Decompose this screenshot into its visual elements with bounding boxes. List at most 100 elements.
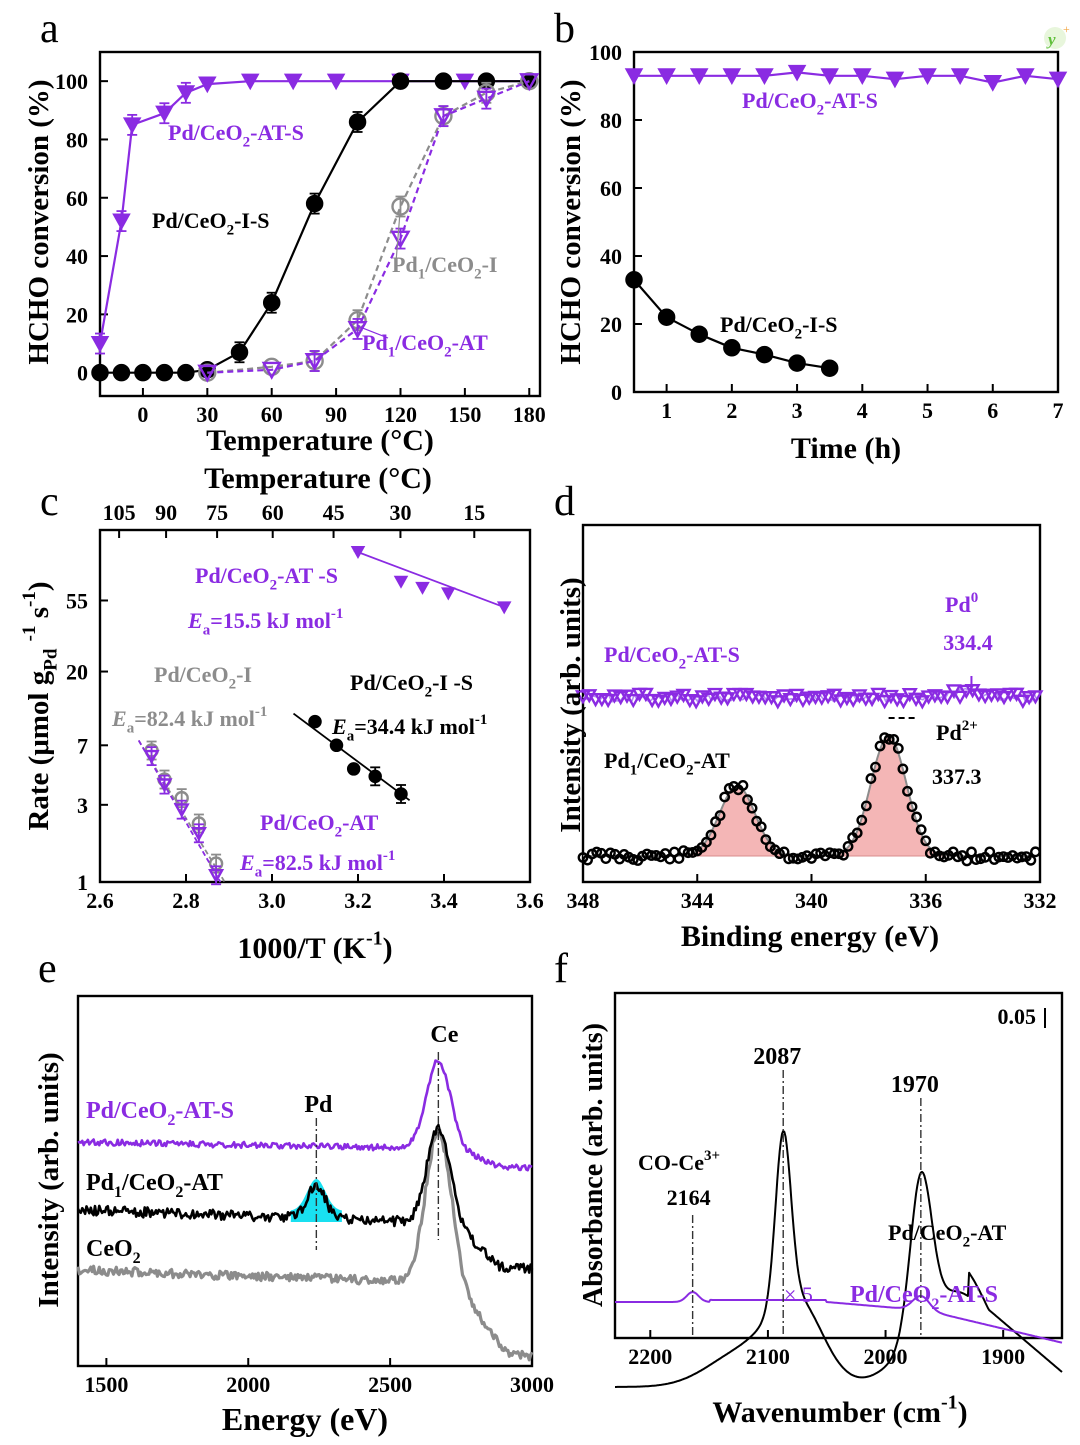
panel-b-data-point (723, 339, 741, 357)
panel-c-y-tick-label: 7 (77, 733, 88, 758)
panel-b-data-point (788, 354, 806, 372)
panel-d-data-point (627, 854, 639, 865)
panel-d-at-s-point (650, 694, 667, 709)
panel-d-peak-value: 334.4 (943, 630, 993, 655)
panel-f-scale-label: 0.05 (998, 1004, 1037, 1029)
panel-d-at-s-point (719, 692, 736, 707)
panel-d-data-point (952, 851, 964, 863)
panel-a-data-point (177, 363, 195, 382)
panel-b-legend-label: Pd/CeO2-AT-S (742, 88, 878, 119)
panel-a-data-point (262, 357, 281, 377)
panel-b-data-point (983, 75, 1003, 92)
panel-d-data-point (888, 733, 900, 745)
panel-f-x-axis-label: Wavenumber (cm-1) (712, 1392, 967, 1430)
panel-e-letter: e (38, 946, 57, 992)
panel-c-y-axis-label: Rate (μmol gPd -1 s-1) (19, 581, 62, 830)
panel-a-data-point (304, 353, 325, 372)
panel-a-legend-label: Pd/CeO2-I-S (152, 208, 270, 239)
panel-a-data-point (240, 73, 260, 91)
panel-e-y-axis-label: Intensity (arb. units) (33, 1052, 65, 1307)
panel-b-data-point (624, 68, 644, 85)
panel-c-top-tick-label: 105 (103, 500, 136, 525)
panel-d-letter: d (554, 479, 575, 525)
panel-c-top-tick-label: 30 (389, 500, 411, 525)
panel-d-peak-label: Pd2+ (936, 718, 978, 745)
panel-d-x-tick-label: 344 (681, 888, 714, 913)
panel-d-data-point (883, 733, 895, 745)
panel-b-data-point (918, 68, 937, 85)
panel-b-data-point (722, 68, 742, 85)
panel-c-series-label: Pd/CeO2-I -S (350, 670, 473, 701)
panel-b-data-point (950, 68, 970, 85)
panel-d-at-s-point (769, 695, 786, 710)
panel-d-at-s-point (914, 695, 931, 710)
panel-c-data-point (415, 581, 430, 595)
panel-c-activation-energy: Ea=82.5 kJ mol-1 (239, 848, 395, 881)
panel-a-data-point (391, 72, 410, 90)
panel-a-data-point (283, 73, 303, 91)
panel-c-top-tick-label: 90 (155, 500, 177, 525)
panel-b-y-tick-label: 0 (611, 380, 622, 405)
panel-c-y-tick-label: 55 (66, 588, 88, 613)
panel-d-at-s-point (870, 687, 887, 703)
panel-c-data-point (350, 545, 366, 560)
panel-d-data-point (1030, 846, 1041, 858)
panel-d-at-s-point (706, 687, 723, 703)
svg-text:+: + (1063, 22, 1070, 36)
panel-d-at-s-point (845, 693, 862, 708)
panel-b-y-tick-label: 60 (600, 176, 622, 201)
panel-e-peak-label: Pd (304, 1092, 333, 1118)
panel-d-at-s-point (895, 694, 912, 710)
panel-f-peak-value: 2087 (753, 1044, 801, 1070)
panel-e-series-label: CeO2 (86, 1236, 141, 1267)
panel-b-data-point (657, 308, 676, 326)
panel-a-y-tick-label: 0 (77, 361, 88, 386)
panel-c-series-label: Pd/CeO2-AT -S (195, 563, 338, 594)
panel-a-data-point (434, 72, 453, 90)
panel-d-x-tick-label: 340 (795, 888, 828, 913)
panel-d-data-point (760, 834, 772, 845)
panel-d-data-point (742, 794, 753, 806)
panel-b-data-point (820, 359, 839, 377)
panel-c-data-point (441, 587, 456, 601)
panel-d-at-s-point (864, 692, 881, 708)
panel-f-x-tick-label: 2200 (628, 1344, 672, 1369)
panel-a-y-tick-label: 40 (66, 244, 88, 269)
panel-a-legend-label: Pd1/CeO2-I (392, 252, 497, 283)
panel-a-data-point (134, 363, 152, 382)
panel-a-y-tick-label: 100 (55, 69, 88, 94)
panel-b-legend-label: Pd/CeO2-I-S (720, 312, 838, 343)
panel-d-data-point (1016, 851, 1028, 863)
panel-c-data-point (173, 803, 190, 818)
panel-d-at-s-point (776, 689, 793, 704)
panel-c-activation-energy: Ea=82.4 kJ mol-1 (111, 704, 267, 737)
panel-d-at-s-point (688, 695, 705, 710)
panel-d-fit-peak-1 (668, 785, 806, 857)
panel-d-at-s-point (876, 694, 893, 710)
panel-d-data-point (870, 761, 881, 773)
panel-d-data-point (1025, 854, 1037, 866)
panel-e-x-tick-label: 1500 (84, 1372, 128, 1397)
panel-c-data-point (368, 769, 382, 784)
panel-d-data-point (920, 835, 932, 847)
panel-a-x-tick-label: 120 (384, 402, 417, 427)
panel-b-x-tick-label: 6 (987, 398, 998, 423)
panel-b-y-tick-label: 100 (589, 40, 622, 65)
panel-d-data-point (755, 821, 767, 833)
panel-d-at-s-point (700, 692, 717, 708)
panel-d-at-s-point (1014, 694, 1031, 710)
svg-text:y: y (1046, 30, 1056, 49)
panel-e-frame (76, 994, 534, 1368)
panel-c-series-label: Pd/CeO2-I (154, 662, 252, 693)
panel-a-data-point (198, 76, 217, 94)
panel-a-data-point (476, 90, 497, 109)
panel-a-y-axis-label: HCHO conversion (%) (23, 79, 55, 364)
panel-f-scale-factor: × 5 (784, 1282, 813, 1307)
panel-d-x-tick-label: 336 (909, 888, 942, 913)
panel-d-at-s-point (782, 692, 799, 708)
panel-b-data-point (755, 345, 774, 364)
panel-b-x-tick-label: 3 (792, 398, 803, 423)
panel-b-letter: b (554, 6, 575, 52)
panel-a-y-tick-label: 80 (66, 127, 88, 152)
panel-c-letter: c (40, 479, 59, 525)
